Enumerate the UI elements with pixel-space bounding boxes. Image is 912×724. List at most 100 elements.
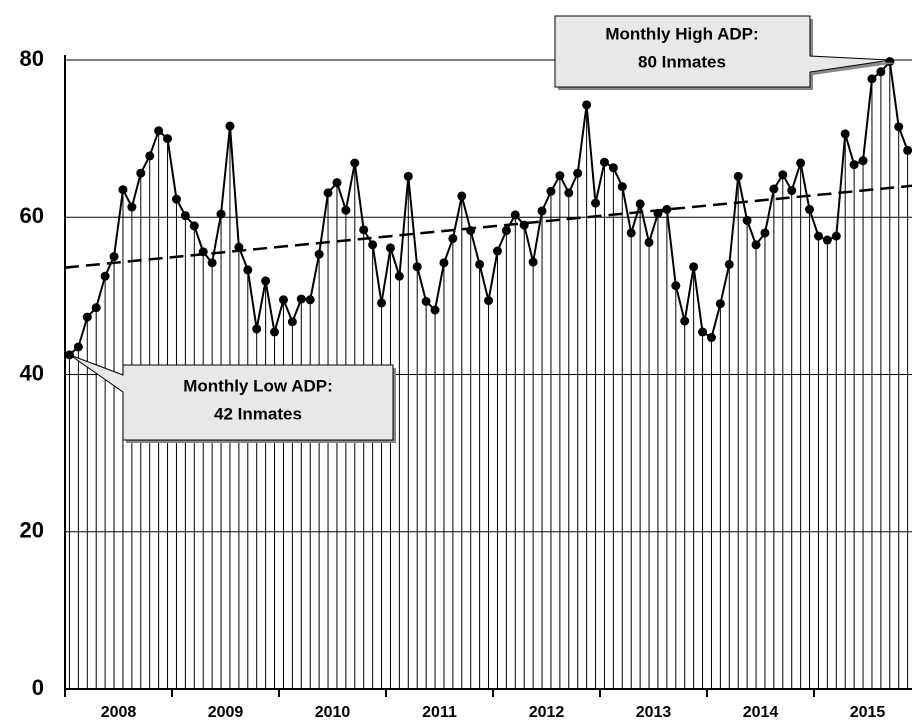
data-point bbox=[769, 184, 779, 194]
data-point bbox=[332, 178, 342, 188]
data-point bbox=[73, 342, 83, 352]
plot-area: 0 20 40 60 80 2008 2009 2010 2011 2012 2013 2014 201… bbox=[20, 46, 912, 721]
data-point bbox=[412, 262, 422, 272]
data-point bbox=[234, 242, 244, 252]
data-point bbox=[787, 186, 797, 196]
data-point bbox=[252, 324, 262, 334]
data-point bbox=[858, 156, 868, 166]
x-tick-label: 2009 bbox=[208, 704, 244, 721]
data-point bbox=[644, 237, 654, 247]
data-point bbox=[680, 316, 690, 326]
x-tick-label: 2013 bbox=[636, 704, 672, 721]
data-point bbox=[305, 295, 315, 305]
data-point bbox=[145, 151, 155, 161]
data-point bbox=[127, 202, 137, 212]
data-point bbox=[207, 258, 217, 268]
data-point bbox=[430, 305, 440, 315]
data-point bbox=[903, 145, 912, 155]
y-tick-label: 40 bbox=[20, 360, 44, 385]
data-point bbox=[421, 296, 431, 306]
data-point bbox=[715, 299, 725, 309]
data-point bbox=[528, 257, 538, 267]
data-point bbox=[278, 295, 288, 305]
callout-text: Monthly Low ADP: bbox=[183, 376, 333, 395]
data-point bbox=[492, 246, 502, 256]
data-point bbox=[457, 191, 467, 201]
data-point bbox=[501, 226, 511, 236]
data-point bbox=[510, 210, 520, 220]
data-point bbox=[448, 233, 458, 243]
data-point bbox=[118, 185, 128, 195]
data-point bbox=[573, 168, 583, 178]
data-point bbox=[171, 194, 181, 204]
data-point bbox=[537, 206, 547, 216]
data-point bbox=[484, 296, 494, 306]
data-point bbox=[359, 225, 369, 235]
data-point bbox=[385, 243, 395, 253]
data-point bbox=[796, 158, 806, 168]
data-point bbox=[225, 121, 235, 131]
data-point bbox=[287, 317, 297, 327]
x-tick-label: 2011 bbox=[422, 704, 457, 721]
data-point bbox=[270, 327, 280, 337]
data-point bbox=[555, 171, 565, 181]
callout-box bbox=[69, 354, 394, 441]
data-point bbox=[189, 221, 199, 231]
data-point bbox=[805, 204, 815, 214]
data-point bbox=[689, 262, 699, 272]
data-point bbox=[599, 157, 609, 167]
y-tick-label: 60 bbox=[20, 203, 44, 228]
data-point bbox=[662, 204, 672, 214]
data-point bbox=[296, 294, 306, 304]
data-point bbox=[885, 57, 895, 67]
callout-text: 80 Inmates bbox=[638, 52, 726, 71]
data-point bbox=[894, 122, 904, 132]
data-point bbox=[243, 265, 253, 275]
data-point bbox=[591, 198, 601, 208]
callout-box bbox=[554, 15, 892, 88]
data-point bbox=[840, 129, 850, 139]
x-tick-label: 2015 bbox=[850, 704, 886, 721]
data-point bbox=[751, 240, 761, 250]
x-tick-label: 2012 bbox=[529, 704, 565, 721]
trend-line bbox=[64, 184, 912, 269]
callout-text: 42 Inmates bbox=[214, 404, 302, 423]
data-point bbox=[849, 160, 859, 170]
data-point bbox=[350, 158, 360, 168]
data-point bbox=[582, 100, 592, 110]
data-point bbox=[64, 350, 74, 360]
data-point bbox=[198, 247, 208, 257]
data-point bbox=[368, 240, 378, 250]
data-point bbox=[394, 271, 404, 281]
data-point bbox=[813, 231, 823, 241]
data-point bbox=[733, 171, 743, 181]
data-point bbox=[653, 208, 663, 218]
data-point bbox=[724, 259, 734, 269]
y-tick-label: 20 bbox=[20, 518, 44, 543]
data-point bbox=[742, 215, 752, 225]
data-point bbox=[564, 188, 574, 198]
data-point bbox=[439, 258, 449, 268]
data-point bbox=[261, 276, 271, 286]
data-point bbox=[778, 170, 788, 180]
data-point bbox=[82, 312, 92, 322]
data-point bbox=[626, 228, 636, 238]
data-point bbox=[216, 209, 226, 219]
y-tick-label: 80 bbox=[20, 46, 44, 71]
x-tick-label: 2010 bbox=[315, 704, 351, 721]
data-point bbox=[475, 259, 485, 269]
data-point bbox=[341, 205, 351, 215]
data-point bbox=[671, 281, 681, 291]
callout-text: Monthly High ADP: bbox=[605, 24, 758, 43]
data-point bbox=[180, 211, 190, 221]
x-tick-label: 2008 bbox=[101, 704, 137, 721]
callouts: Monthly High ADP: 80 Inmates Monthly Low… bbox=[69, 15, 897, 443]
data-point bbox=[323, 188, 333, 198]
y-tick-label: 0 bbox=[32, 675, 44, 700]
data-point bbox=[91, 303, 101, 313]
x-tick-label: 2014 bbox=[743, 704, 779, 721]
data-point bbox=[760, 228, 770, 238]
data-point bbox=[822, 235, 832, 245]
data-point bbox=[314, 249, 324, 259]
